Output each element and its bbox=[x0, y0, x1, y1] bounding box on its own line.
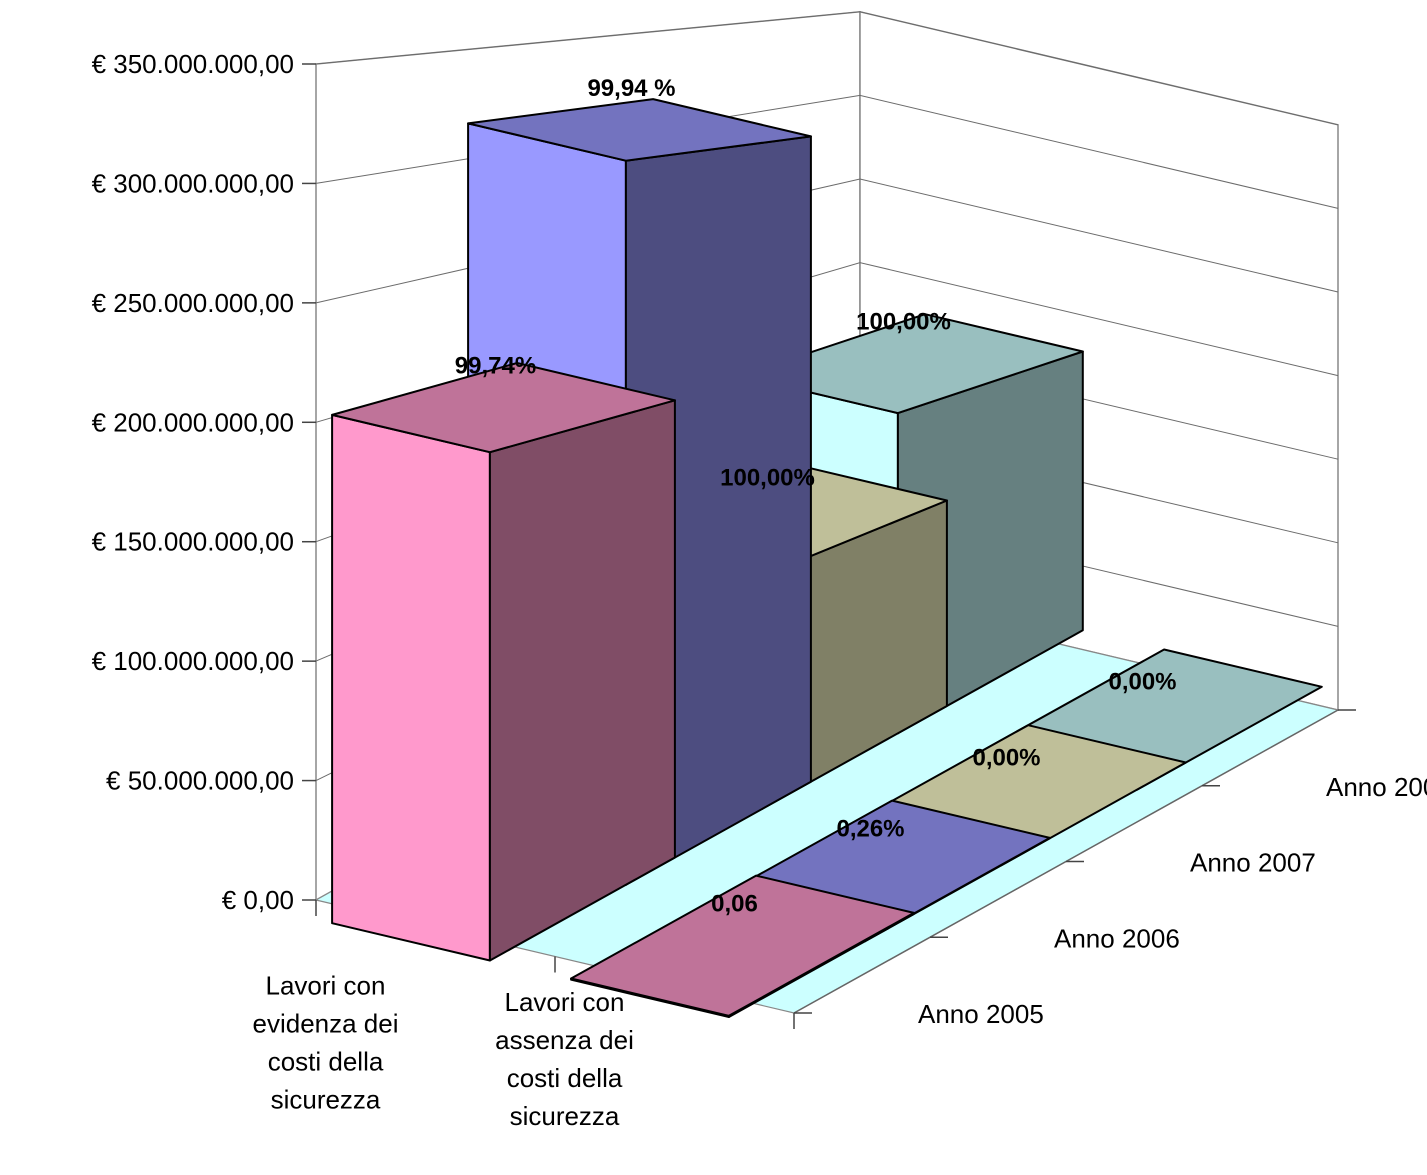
x-category-line: costi della bbox=[268, 1046, 384, 1076]
series-name-label: Anno 2008 bbox=[1326, 772, 1427, 802]
x-category-line: sicurezza bbox=[510, 1101, 620, 1131]
y-axis: € 0,00 € 50.000.000,00 € 100.000.000,00 € 1… bbox=[92, 49, 316, 915]
x-category-line: Lavori con bbox=[266, 970, 386, 1000]
bar-top-face bbox=[739, 313, 1084, 415]
data-label: 99,74% bbox=[455, 353, 536, 380]
series-name-label: Anno 2005 bbox=[918, 999, 1044, 1029]
depth-axis: Anno 2005 Anno 2006 Anno 2007 Anno 2008 bbox=[793, 709, 1427, 1029]
x-category-line: costi della bbox=[507, 1063, 623, 1093]
y-tick-label: € 50.000.000,00 bbox=[106, 766, 294, 796]
y-tick-label: € 200.000.000,00 bbox=[92, 407, 294, 437]
data-label: 0,06 bbox=[711, 891, 758, 918]
series-name-label: Anno 2006 bbox=[1054, 923, 1180, 953]
x-axis: Lavori con evidenza dei costi della sicurez… bbox=[253, 900, 795, 1131]
data-label: 99,94 % bbox=[587, 75, 675, 102]
data-label: 0,00% bbox=[1108, 669, 1176, 696]
y-tick-label: € 300.000.000,00 bbox=[92, 168, 294, 198]
bar-anno-2005-cat-2 bbox=[570, 874, 915, 1018]
x-category-label: Lavori con assenza dei costi della sicurezz… bbox=[495, 987, 634, 1131]
series-name-label: Anno 2007 bbox=[1190, 848, 1316, 878]
y-tick-label: € 250.000.000,00 bbox=[92, 288, 294, 318]
bars bbox=[331, 98, 1323, 1018]
y-tick-label: € 0,00 bbox=[222, 885, 294, 915]
x-category-line: evidenza dei bbox=[253, 1008, 399, 1038]
y-tick-label: € 150.000.000,00 bbox=[92, 527, 294, 557]
x-category-line: Lavori con bbox=[505, 987, 625, 1017]
x-category-label: Lavori con evidenza dei costi della sicurez… bbox=[253, 970, 399, 1114]
y-tick-label: € 350.000.000,00 bbox=[92, 49, 294, 79]
x-category-line: assenza dei bbox=[495, 1025, 634, 1055]
bar-top-face bbox=[331, 362, 676, 454]
bar-anno-2005-cat-1 bbox=[331, 362, 676, 962]
bar-top-face bbox=[570, 874, 915, 1017]
bar-front-face bbox=[331, 413, 491, 962]
x-category-line: sicurezza bbox=[271, 1084, 381, 1114]
gridline bbox=[315, 11, 1339, 126]
data-label: 0,00% bbox=[972, 744, 1040, 771]
data-labels: 100,00% 0,00% 100,00% 0,00% 99,94 % 0,26% 99,7… bbox=[455, 75, 1177, 918]
bar-top-face bbox=[467, 98, 812, 162]
data-label: 100,00% bbox=[856, 309, 951, 336]
y-tick-label: € 100.000.000,00 bbox=[92, 646, 294, 676]
data-label: 0,26% bbox=[836, 816, 904, 843]
data-label: 100,00% bbox=[720, 465, 815, 492]
